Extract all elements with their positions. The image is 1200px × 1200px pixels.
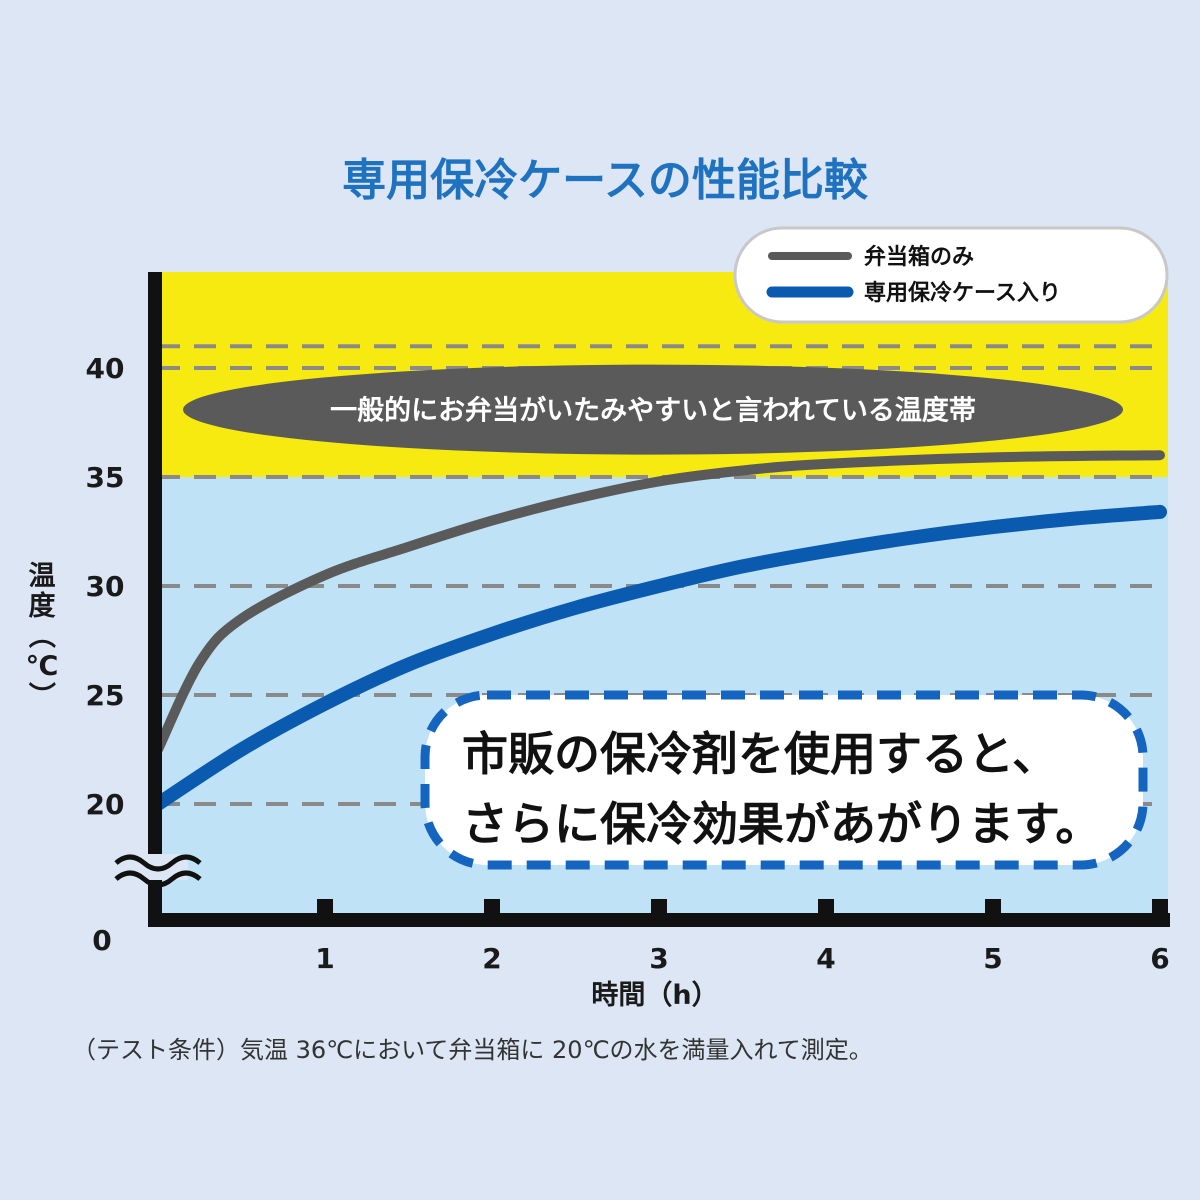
x-tick-label: 1 [315,942,334,975]
x-axis-ticks: 1 2 3 4 5 6 [315,899,1170,975]
legend-box [733,226,1169,324]
axes [148,272,1170,927]
x-axis-title: 時間（h） [591,980,718,1011]
y-axis-line [148,272,162,927]
x-tick-mark [818,899,834,915]
callout: 市販の保冷剤を使用すると、 さらに保冷効果があがります。 [420,690,1148,870]
callout-box [420,690,1148,870]
y-tick-label: 35 [86,461,125,494]
x-tick-label: 5 [983,942,1002,975]
y-axis-title-char: （ [25,622,56,649]
x-tick-mark [985,899,1001,915]
y-axis-title-char: ） [25,682,56,709]
y-tick-label: 25 [86,679,125,712]
danger-band-label-bg [183,364,1123,455]
x-tick-mark [484,899,500,915]
origin-label: 0 [92,924,111,957]
series-line-cooler-case [151,504,1167,811]
legend-label-box-only: 弁当箱のみ [864,244,974,270]
chart-title: 専用保冷ケースの性能比較 [342,155,869,206]
callout-line-2: さらに保冷効果があがります。 [462,797,1101,851]
y-tick-label: 30 [86,570,125,603]
footnote: （テスト条件）気温 36℃において弁当箱に 20℃の水を満量入れて測定。 [72,1036,873,1064]
callout-line-1: 市販の保冷剤を使用すると、 [462,727,1058,781]
axis-break-icon [114,854,202,888]
x-tick-mark [651,899,667,915]
x-tick-label: 4 [816,942,835,975]
y-tick-label: 40 [86,352,125,385]
danger-band-label: 一般的にお弁当がいたみやすいと言われている温度帯 [330,395,976,427]
y-axis-title: 温度（℃） [25,561,58,709]
x-tick-label: 3 [649,942,668,975]
y-tick-label: 20 [86,788,125,821]
x-tick-label: 6 [1150,942,1169,975]
x-tick-label: 2 [482,942,501,975]
x-tick-mark [317,899,333,915]
y-axis-title-char: 度 [29,590,56,622]
y-axis-ticks: 20 25 30 35 40 [86,352,125,821]
y-axis-title-char: 温 [29,561,56,592]
series-line-box-only [153,450,1165,755]
x-tick-mark [1152,899,1168,915]
legend-label-cooler-case: 専用保冷ケース入り [864,280,1061,306]
y-axis-title-char: ℃ [26,651,59,682]
legend: 弁当箱のみ 専用保冷ケース入り [733,226,1169,324]
x-axis-line [148,913,1170,927]
